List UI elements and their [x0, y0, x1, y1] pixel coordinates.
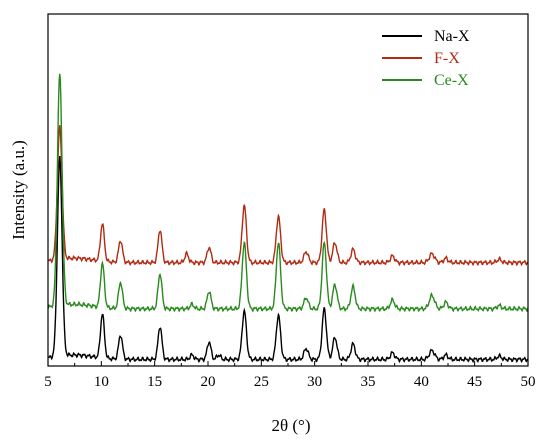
- legend-label: Ce-X: [434, 72, 469, 89]
- x-tick-label: 5: [44, 374, 52, 390]
- y-axis-label: Intensity (a.u.): [9, 140, 28, 240]
- series-line-f-x: [47, 125, 529, 267]
- x-tick-label: 25: [254, 374, 269, 390]
- x-tick-label: 35: [361, 374, 376, 390]
- x-tick-label: 50: [521, 374, 536, 390]
- x-tick-label: 30: [307, 374, 322, 390]
- x-tick-label: 40: [414, 374, 429, 390]
- legend-label: F-X: [434, 50, 460, 67]
- x-tick-label: 15: [147, 374, 162, 390]
- x-ticks: 5 10 15 20 25 30 35 40 45 50: [44, 361, 536, 390]
- series-line-ce-x: [47, 73, 529, 313]
- legend: Na-X F-X Ce-X: [382, 28, 470, 89]
- x-tick-label: 45: [467, 374, 482, 390]
- x-axis-label: 2θ (°): [271, 416, 310, 435]
- x-tick-label: 20: [201, 374, 216, 390]
- x-tick-label: 10: [94, 374, 109, 390]
- series-line-na-x: [47, 155, 529, 364]
- legend-label: Na-X: [434, 28, 470, 45]
- plot-lines: [47, 73, 529, 364]
